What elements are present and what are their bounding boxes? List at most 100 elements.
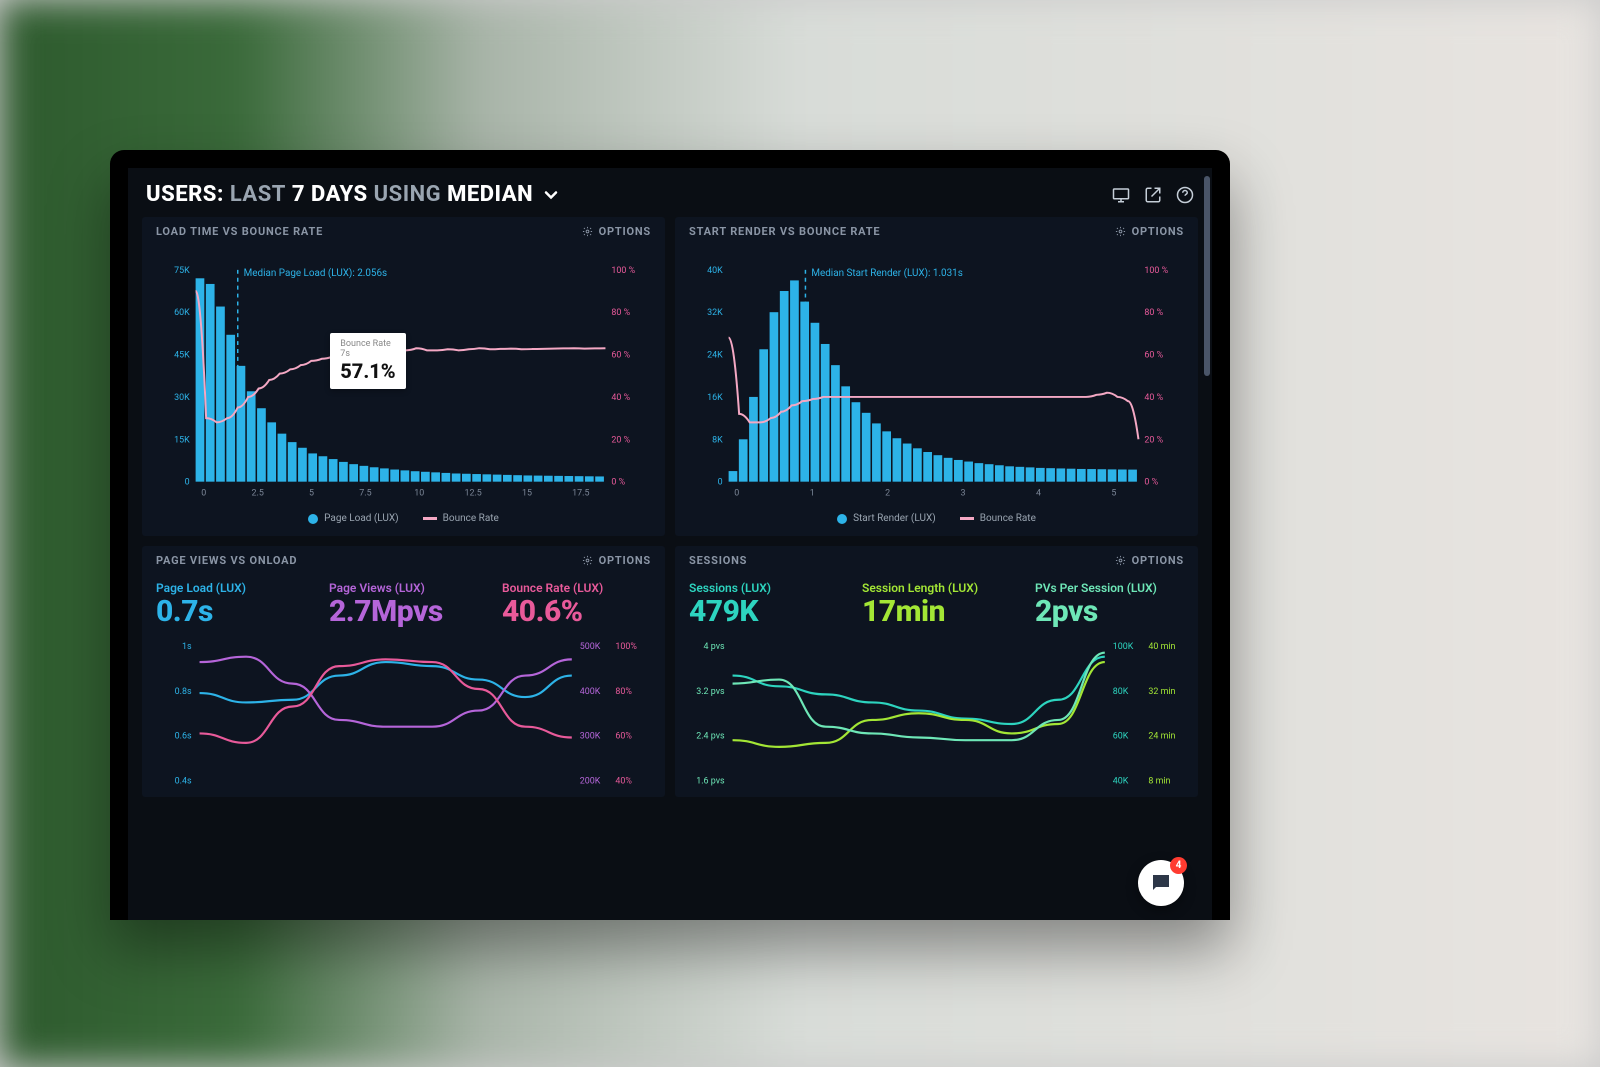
dashboard-screen: USERS: LAST 7 DAYS USING MEDIAN LOAD TIM… [128, 168, 1212, 920]
gear-icon [582, 555, 593, 566]
metric-value: 17min [862, 595, 1011, 628]
svg-text:2.4 pvs: 2.4 pvs [696, 732, 725, 742]
svg-text:40K: 40K [1113, 777, 1129, 787]
svg-text:40%: 40% [615, 777, 632, 787]
svg-text:500K: 500K [580, 642, 601, 652]
metric-label: Sessions (LUX) [689, 581, 838, 595]
panel-sessions: SESSIONS OPTIONS Sessions (LUX)479K Sess… [675, 546, 1198, 797]
topbar: USERS: LAST 7 DAYS USING MEDIAN [128, 168, 1212, 217]
svg-text:2.5: 2.5 [251, 489, 263, 499]
svg-text:1s: 1s [182, 642, 192, 652]
svg-text:15: 15 [522, 489, 532, 499]
svg-text:40 %: 40 % [1144, 393, 1163, 403]
svg-text:80%: 80% [615, 687, 632, 697]
svg-text:40 min: 40 min [1148, 642, 1175, 652]
svg-text:5: 5 [1111, 489, 1116, 499]
svg-text:60%: 60% [615, 732, 632, 742]
svg-text:20 %: 20 % [1144, 435, 1163, 445]
topbar-actions [1112, 186, 1194, 204]
monitor-icon[interactable] [1112, 186, 1130, 204]
panel-title: START RENDER VS BOUNCE RATE [689, 225, 880, 238]
svg-text:75K: 75K [174, 266, 190, 276]
chat-icon [1149, 871, 1173, 895]
gear-icon [582, 226, 593, 237]
options-button[interactable]: OPTIONS [582, 225, 651, 238]
metrics: Sessions (LUX)479K Session Length (LUX)1… [675, 575, 1198, 632]
svg-text:40 %: 40 % [611, 393, 630, 403]
svg-text:1: 1 [810, 489, 815, 499]
svg-text:0 %: 0 % [611, 478, 625, 488]
metric-label: Bounce Rate (LUX) [502, 581, 651, 595]
svg-text:7.5: 7.5 [359, 489, 371, 499]
svg-text:100 %: 100 % [611, 266, 635, 276]
svg-text:0.6s: 0.6s [175, 732, 192, 742]
svg-text:40K: 40K [707, 266, 723, 276]
svg-text:15K: 15K [174, 435, 190, 445]
svg-text:10: 10 [414, 489, 424, 499]
metric-label: Session Length (LUX) [862, 581, 1011, 595]
metric-label: Page Load (LUX) [156, 581, 305, 595]
svg-text:20 %: 20 % [611, 435, 630, 445]
svg-text:3.2 pvs: 3.2 pvs [696, 687, 725, 697]
svg-text:Median Page Load (LUX): 2.056s: Median Page Load (LUX): 2.056s [244, 268, 387, 279]
svg-text:8 min: 8 min [1148, 777, 1170, 787]
chart-1[interactable]: 015K30K45K60K75K0 %20 %40 %60 %80 %100 %… [142, 246, 665, 536]
svg-text:12.5: 12.5 [464, 489, 481, 499]
panel-page-views-vs-onload: PAGE VIEWS VS ONLOAD OPTIONS Page Load (… [142, 546, 665, 797]
svg-text:30K: 30K [174, 393, 190, 403]
options-button[interactable]: OPTIONS [582, 554, 651, 567]
svg-text:4 pvs: 4 pvs [704, 642, 725, 652]
gear-icon [1115, 226, 1126, 237]
svg-text:60K: 60K [174, 308, 190, 318]
chevron-down-icon[interactable] [541, 185, 561, 205]
svg-text:0: 0 [734, 489, 739, 499]
svg-text:45K: 45K [174, 351, 190, 361]
svg-text:60K: 60K [1113, 732, 1129, 742]
svg-text:32 min: 32 min [1148, 687, 1175, 697]
page-title-dropdown[interactable]: USERS: LAST 7 DAYS USING MEDIAN [146, 182, 561, 207]
svg-text:100 %: 100 % [1144, 266, 1168, 276]
metric-value: 2pvs [1035, 595, 1184, 628]
svg-text:60 %: 60 % [1144, 351, 1163, 361]
panel-start-render-vs-bounce: START RENDER VS BOUNCE RATE OPTIONS 0 8K 1… [675, 217, 1198, 536]
metric-value: 2.7Mpvs [329, 595, 478, 628]
svg-text:0.4s: 0.4s [175, 777, 192, 787]
metric-value: 40.6% [502, 595, 651, 628]
svg-text:400K: 400K [580, 687, 601, 697]
svg-text:17.5: 17.5 [572, 489, 589, 499]
share-icon[interactable] [1144, 186, 1162, 204]
svg-text:0: 0 [201, 489, 206, 499]
svg-text:4: 4 [1036, 489, 1041, 499]
metric-value: 0.7s [156, 595, 305, 628]
svg-text:8K: 8K [712, 435, 723, 445]
legend: Page Load (LUX) Bounce Rate [156, 509, 651, 526]
svg-text:16K: 16K [707, 393, 723, 403]
svg-text:80 %: 80 % [1144, 308, 1163, 318]
svg-text:80 %: 80 % [611, 308, 630, 318]
svg-text:24 min: 24 min [1148, 732, 1175, 742]
metrics: Page Load (LUX)0.7s Page Views (LUX)2.7M… [142, 575, 665, 632]
panel-title: PAGE VIEWS VS ONLOAD [156, 554, 297, 567]
chart-2[interactable]: 08K16K24K32K40K0 %20 %40 %60 %80 %100 %0… [675, 246, 1198, 536]
chart-3[interactable]: 0.4s0.6s0.8s1s200K300K400K500K40%60%80%1… [142, 632, 665, 797]
svg-text:300K: 300K [580, 732, 601, 742]
svg-text:3: 3 [961, 489, 966, 499]
help-icon[interactable] [1176, 186, 1194, 204]
svg-text:Median Start Render (LUX): 1.0: Median Start Render (LUX): 1.031s [811, 268, 962, 279]
panel-load-time-vs-bounce: LOAD TIME VS BOUNCE RATE OPTIONS 0 15K 30K… [142, 217, 665, 536]
svg-text:0: 0 [185, 478, 190, 488]
scrollbar[interactable] [1204, 176, 1210, 376]
svg-text:0.8s: 0.8s [175, 687, 192, 697]
chart-4[interactable]: 1.6 pvs2.4 pvs3.2 pvs4 pvs40K60K80K100K8… [675, 632, 1198, 797]
metric-label: PVs Per Session (LUX) [1035, 581, 1184, 595]
chat-badge: 4 [1170, 857, 1187, 874]
options-button[interactable]: OPTIONS [1115, 225, 1184, 238]
svg-text:2: 2 [885, 489, 890, 499]
options-button[interactable]: OPTIONS [1115, 554, 1184, 567]
svg-text:80K: 80K [1113, 687, 1129, 697]
svg-text:200K: 200K [580, 777, 601, 787]
metric-label: Page Views (LUX) [329, 581, 478, 595]
panel-title: LOAD TIME VS BOUNCE RATE [156, 225, 323, 238]
chat-widget[interactable]: 4 [1138, 860, 1184, 906]
gear-icon [1115, 555, 1126, 566]
